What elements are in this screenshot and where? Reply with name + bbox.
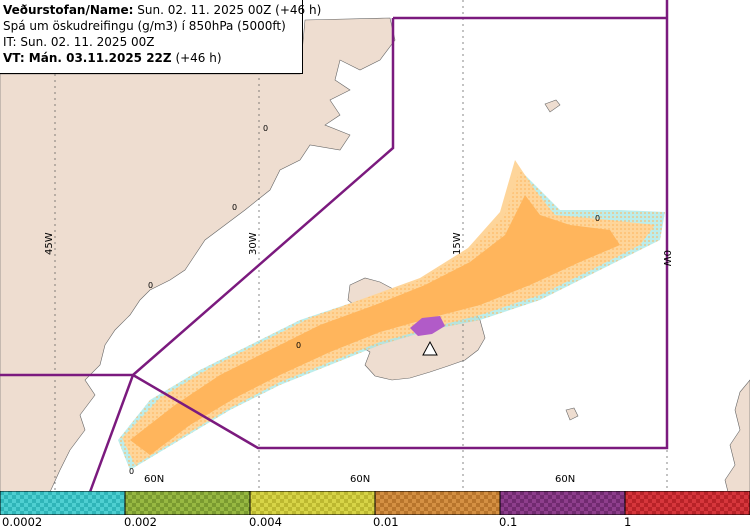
longitude-label-0w: 0W — [661, 250, 672, 266]
legend-segment — [499, 491, 626, 515]
contour-label: 0 — [129, 467, 134, 476]
contour-label: 0 — [595, 214, 600, 223]
name-line-label: Veðurstofan/Name: — [3, 3, 134, 17]
latitude-label-3: 60N — [555, 474, 575, 485]
small-island — [544, 99, 561, 113]
contour-label: 0 — [232, 203, 237, 212]
legend-label: 0.004 — [249, 515, 282, 529]
longitude-label-15w: 15W — [452, 232, 463, 255]
legend-segment — [374, 491, 501, 515]
valid-time-offset: (+46 h) — [175, 51, 222, 65]
legend-segment — [0, 491, 126, 515]
legend-label: 0.002 — [124, 515, 157, 529]
contour-label: 0 — [263, 124, 268, 133]
contour-label: 0 — [296, 341, 301, 350]
fir-boundaries — [0, 0, 669, 493]
legend-label: 0.01 — [373, 515, 399, 529]
valid-time: VT: Mán. 03.11.2025 22Z (+46 h) — [3, 50, 300, 66]
contour-label: 0 — [148, 281, 153, 290]
legend-segment — [124, 491, 251, 515]
legend-label: 1 — [624, 515, 632, 529]
faroe-islands — [565, 407, 579, 421]
latitude-label-1: 60N — [144, 474, 164, 485]
legend-label: 0.0002 — [2, 515, 43, 529]
longitude-label-30w: 30W — [248, 232, 259, 255]
color-legend-bar — [0, 491, 750, 515]
product-title: Spá um öskudreifingu (g/m3) í 850hPa (50… — [3, 19, 286, 33]
initial-time: IT: Sun. 02. 11. 2025 00Z — [3, 35, 155, 49]
name-line-value: Sun. 02. 11. 2025 00Z (+46 h) — [137, 3, 322, 17]
ash-plume — [118, 160, 665, 470]
legend-segment — [249, 491, 376, 515]
valid-time-label: VT: Mán. 03.11.2025 22Z — [3, 51, 172, 65]
name-line: Veðurstofan/Name: Sun. 02. 11. 2025 00Z … — [3, 2, 321, 18]
volcano-icon — [422, 340, 438, 356]
greenland-landmass — [0, 17, 396, 493]
legend-label: 0.1 — [499, 515, 518, 529]
legend-segment — [624, 491, 750, 515]
longitude-label-45w: 45W — [44, 232, 55, 255]
forecast-info-box: Veðurstofan/Name: Sun. 02. 11. 2025 00Z … — [0, 0, 321, 74]
latitude-label-2: 60N — [350, 474, 370, 485]
